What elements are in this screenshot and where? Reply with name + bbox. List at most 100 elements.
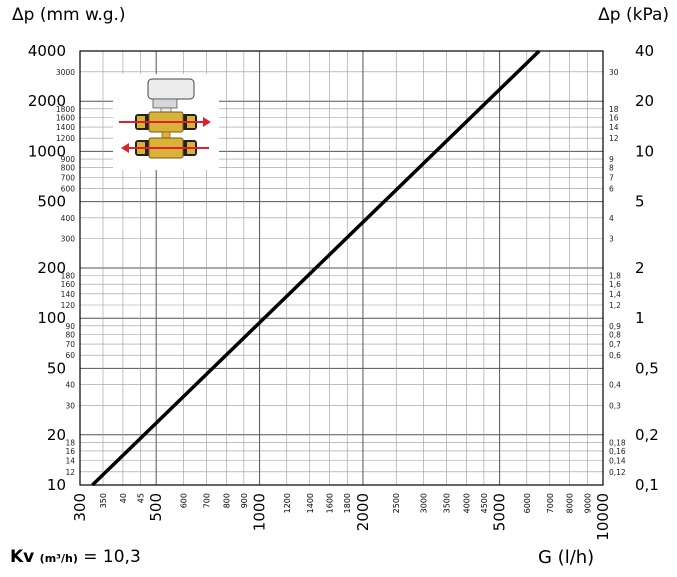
- x-tick-label: 300: [71, 493, 89, 522]
- right-tick-label: 1,8: [609, 272, 621, 281]
- x-tick-label: 4000: [462, 493, 471, 513]
- kv-unit: (m³/h): [39, 552, 78, 565]
- right-axis-title: Δp (kPa): [598, 5, 669, 25]
- right-tick-label: 1,2: [609, 301, 621, 310]
- right-tick-label: 2: [635, 259, 645, 277]
- left-tick-label: 2000: [28, 92, 66, 110]
- valve-actuator-icon: [113, 74, 219, 170]
- left-tick-label: 4000: [28, 42, 66, 60]
- right-tick-label: 4: [609, 214, 614, 223]
- left-tick-label: 180: [61, 272, 76, 281]
- x-tick-label: 1800: [343, 493, 352, 513]
- x-tick-label: 500: [147, 493, 165, 522]
- left-tick-label: 30: [65, 401, 75, 410]
- right-tick-label: 1: [635, 309, 645, 327]
- left-tick-label: 18: [65, 438, 75, 447]
- right-tick-label: 0,6: [609, 351, 621, 360]
- left-tick-label: 140: [61, 290, 76, 299]
- left-tick-label: 20: [47, 426, 66, 444]
- left-tick-label: 40: [65, 381, 75, 390]
- x-tick-label: 350: [99, 493, 108, 508]
- left-tick-label: 90: [65, 322, 75, 331]
- left-tick-label: 300: [61, 235, 76, 244]
- left-tick-label: 80: [65, 330, 75, 339]
- x-tick-label: 3500: [442, 493, 451, 513]
- x-tick-label: 9000: [583, 493, 592, 513]
- left-tick-label: 500: [37, 193, 66, 211]
- right-tick-label: 5: [635, 193, 645, 211]
- right-tick-label: 0,18: [609, 438, 626, 447]
- right-tick-label: 18: [609, 105, 619, 114]
- left-axis-title: Δp (mm w.g.): [12, 5, 126, 25]
- x-tick-label: 1600: [326, 493, 335, 513]
- kv-label: Kv: [10, 547, 35, 567]
- left-tick-label: 160: [61, 280, 76, 289]
- left-tick-label: 100: [37, 309, 66, 327]
- x-tick-label: 4500: [480, 493, 489, 513]
- right-tick-label: 0,7: [609, 340, 621, 349]
- x-tick-label: 6000: [523, 493, 532, 513]
- left-tick-label: 14: [65, 457, 75, 466]
- x-tick-label: 45: [136, 493, 145, 503]
- left-tick-label: 600: [61, 184, 76, 193]
- kv-caption: Kv (m³/h) = 10,3: [10, 547, 141, 567]
- right-tick-label: 3: [609, 235, 614, 244]
- right-tick-label: 0,3: [609, 401, 621, 410]
- x-tick-label: 700: [202, 493, 211, 508]
- chart-grid: [79, 50, 604, 486]
- left-tick-label: 1600: [56, 113, 75, 122]
- left-tick-label: 16: [65, 447, 75, 456]
- left-tick-label: 800: [61, 164, 76, 173]
- left-tick-label: 1200: [56, 134, 75, 143]
- left-tick-label: 1000: [28, 142, 66, 160]
- right-tick-label: 16: [609, 113, 619, 122]
- left-tick-label: 50: [47, 359, 66, 377]
- right-tick-label: 0,12: [609, 468, 626, 477]
- kv-value: = 10,3: [83, 547, 141, 567]
- right-tick-label: 14: [609, 123, 619, 132]
- right-tick-label: 0,14: [609, 457, 626, 466]
- left-tick-label: 900: [61, 155, 76, 164]
- x-tick-label: 600: [179, 493, 188, 508]
- x-tick-label: 900: [240, 493, 249, 508]
- right-tick-label: 8: [609, 164, 614, 173]
- right-tick-label: 0,5: [635, 359, 659, 377]
- x-tick-label: 40: [119, 493, 128, 503]
- right-tick-label: 0,9: [609, 322, 621, 331]
- series-layer: [91, 49, 541, 487]
- x-axis-ticks: 300 500 1000 2000 5000 10000 350 40 45 600 700 800 9…: [71, 493, 612, 541]
- right-tick-label: 9: [609, 155, 614, 164]
- x-tick-label: 1200: [283, 493, 292, 513]
- right-tick-label: 0,16: [609, 447, 626, 456]
- left-tick-label: 12: [65, 468, 75, 477]
- left-tick-label: 70: [65, 340, 75, 349]
- x-tick-label: 3000: [419, 493, 428, 513]
- x-tick-label: 800: [222, 493, 231, 508]
- left-tick-label: 1800: [56, 105, 75, 114]
- x-tick-label: 1000: [251, 493, 269, 531]
- series-line: [91, 49, 541, 487]
- left-tick-label: 700: [61, 173, 76, 182]
- left-tick-label: 400: [61, 214, 76, 223]
- right-axis-ticks: 0,10,20,51251020400,120,140,160,180,30,4…: [609, 42, 659, 494]
- right-tick-label: 0,2: [635, 426, 659, 444]
- left-tick-label: 120: [61, 301, 76, 310]
- x-tick-label: 2500: [392, 493, 401, 513]
- left-tick-label: 3000: [56, 68, 75, 77]
- left-tick-label: 60: [65, 351, 75, 360]
- x-tick-label: 2000: [354, 493, 372, 531]
- right-tick-label: 40: [635, 42, 654, 60]
- x-tick-label: 10000: [594, 493, 612, 541]
- right-tick-label: 6: [609, 184, 614, 193]
- right-tick-label: 10: [635, 142, 654, 160]
- right-tick-label: 0,4: [609, 381, 621, 390]
- right-tick-label: 1,6: [609, 280, 621, 289]
- plot-frame: [79, 50, 604, 486]
- left-tick-label: 200: [37, 259, 66, 277]
- right-tick-label: 7: [609, 173, 614, 182]
- right-tick-label: 20: [635, 92, 654, 110]
- x-tick-label: 8000: [566, 493, 575, 513]
- left-tick-label: 1400: [56, 123, 75, 132]
- x-tick-label: 5000: [491, 493, 509, 531]
